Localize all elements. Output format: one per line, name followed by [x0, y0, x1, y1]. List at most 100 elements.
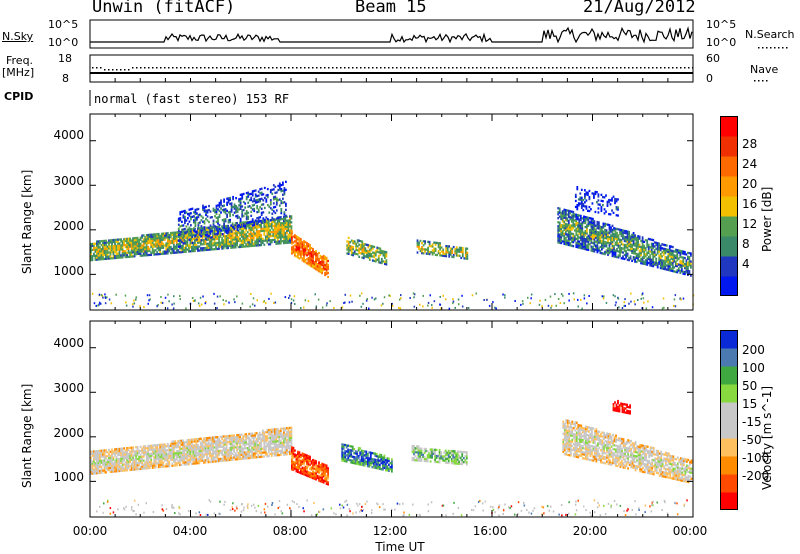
range-gate-cell	[682, 270, 685, 273]
range-gate-cell	[216, 233, 219, 236]
range-gate-cell	[172, 446, 175, 449]
range-gate-cell	[178, 461, 181, 465]
range-gate-cell	[647, 247, 650, 251]
range-gate-cell	[233, 438, 235, 441]
range-gate-cell	[677, 257, 680, 260]
range-gate-cell	[262, 193, 265, 196]
ground-scatter-speck	[228, 301, 230, 304]
range-gate-cell	[109, 470, 112, 473]
range-gate-cell	[230, 242, 232, 245]
range-gate-cell	[166, 463, 169, 466]
range-gate-cell	[682, 264, 685, 267]
range-gate-cell	[204, 240, 207, 244]
range-gate-cell	[587, 222, 590, 225]
nave-dot	[336, 67, 338, 69]
range-gate-cell	[205, 233, 207, 237]
range-gate-cell	[171, 440, 174, 443]
range-gate-cell	[278, 184, 281, 187]
range-gate-cell	[231, 238, 234, 241]
range-gate-cell	[262, 217, 265, 220]
range-gate-cell	[135, 247, 137, 250]
range-gate-cell	[165, 242, 168, 245]
range-gate-cell	[275, 236, 278, 239]
range-gate-cell	[123, 453, 125, 456]
range-gate-cell	[274, 195, 277, 198]
range-gate-cell	[182, 439, 184, 442]
range-gate-cell	[598, 225, 600, 228]
range-gate-cell	[297, 254, 299, 257]
range-gate-cell	[298, 253, 301, 256]
nave-dot	[424, 67, 426, 69]
range-gate-cell	[141, 459, 144, 462]
range-gate-cell	[151, 243, 154, 246]
range-gate-cell	[364, 249, 367, 252]
range-gate-cell	[190, 230, 192, 233]
range-gate-cell	[609, 203, 612, 206]
range-gate-cell	[130, 247, 133, 250]
range-gate-cell	[270, 222, 273, 226]
range-gate-cell	[653, 245, 656, 248]
range-gate-cell	[576, 218, 579, 221]
range-gate-cell	[129, 245, 131, 248]
range-gate-cell	[124, 251, 127, 255]
ground-scatter-speck	[197, 302, 200, 305]
range-gate-cell	[278, 222, 281, 225]
nave-dot	[656, 67, 658, 69]
range-gate-cell	[180, 453, 183, 456]
range-gate-cell	[114, 450, 116, 453]
range-gate-cell	[257, 218, 260, 221]
range-gate-cell	[223, 208, 225, 211]
range-gate-cell	[267, 239, 270, 242]
range-gate-cell	[309, 252, 311, 255]
range-gate-cell	[255, 238, 258, 241]
range-gate-cell	[133, 249, 136, 252]
range-gate-cell	[676, 257, 679, 260]
range-gate-cell	[215, 245, 217, 249]
ground-scatter-speck	[317, 298, 320, 301]
range-gate-cell	[680, 260, 683, 263]
ground-scatter-speck	[448, 307, 451, 310]
range-gate-cell	[109, 462, 112, 465]
range-gate-cell	[201, 247, 204, 250]
range-gate-cell	[671, 253, 674, 257]
range-gate-cell	[242, 233, 245, 236]
ground-scatter-speck	[492, 301, 494, 304]
range-gate-cell	[313, 261, 316, 264]
nave-dot	[248, 67, 250, 69]
range-gate-cell	[377, 261, 380, 264]
range-gate-cell	[640, 258, 642, 261]
range-gate-cell	[278, 242, 281, 245]
range-gate-cell	[240, 441, 243, 444]
range-gate-cell	[440, 250, 443, 253]
range-gate-cell	[284, 235, 287, 238]
range-gate-cell	[148, 249, 151, 253]
range-gate-cell	[442, 252, 445, 255]
ground-scatter-speck	[549, 295, 552, 298]
range-gate-cell	[321, 259, 323, 263]
range-gate-cell	[162, 244, 165, 247]
range-gate-cell	[99, 457, 101, 460]
range-gate-cell	[611, 224, 614, 227]
range-gate-cell	[96, 244, 98, 247]
range-gate-cell	[427, 252, 429, 255]
range-gate-cell	[596, 247, 599, 250]
range-gate-cell	[123, 240, 125, 243]
ground-scatter-speck	[185, 307, 187, 310]
ground-scatter-speck	[624, 298, 626, 301]
range-gate-cell	[197, 454, 199, 457]
range-gate-cell	[254, 244, 257, 247]
range-gate-cell	[178, 459, 181, 463]
range-gate-cell	[608, 213, 610, 216]
range-gate-cell	[640, 262, 642, 265]
range-gate-cell	[632, 250, 635, 253]
range-gate-cell	[638, 259, 641, 262]
range-gate-cell	[183, 457, 186, 460]
range-gate-cell	[665, 244, 668, 247]
range-gate-cell	[257, 210, 260, 213]
range-gate-cell	[115, 462, 118, 465]
range-gate-cell	[118, 469, 121, 473]
range-gate-cell	[133, 247, 136, 250]
range-gate-cell	[142, 234, 145, 237]
range-gate-cell	[124, 451, 127, 454]
range-gate-cell	[200, 449, 202, 452]
